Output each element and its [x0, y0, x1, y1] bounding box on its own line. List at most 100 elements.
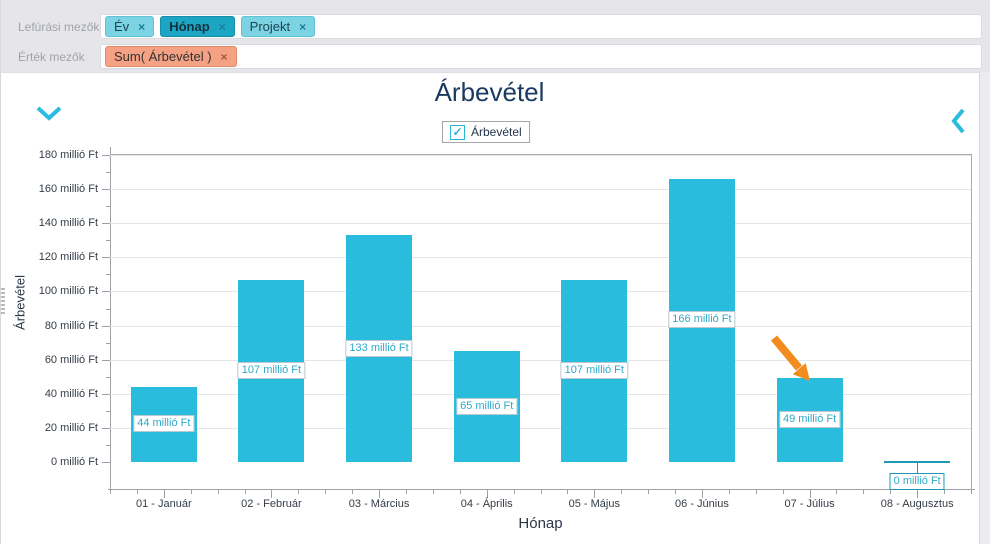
bar-value-label: 107 millió Ft: [237, 361, 306, 379]
x-axis-minor-tick: [836, 490, 838, 494]
bar-value-label: 65 millió Ft: [456, 397, 518, 415]
x-axis-minor-tick: [352, 490, 354, 494]
checkmark-icon: ✓: [452, 125, 463, 139]
x-axis-minor-tick: [648, 490, 650, 494]
y-axis-tick: [102, 393, 110, 395]
remove-icon[interactable]: ×: [299, 19, 307, 34]
gridline: [110, 427, 971, 429]
annotation-arrow-icon: [770, 335, 810, 381]
x-axis-tick: [809, 490, 811, 498]
chart-title: Árbevétel: [434, 77, 545, 107]
bar-value-label: 133 millió Ft: [345, 339, 413, 357]
y-axis-tick: [102, 359, 110, 361]
x-axis-title: Hónap: [518, 515, 563, 532]
zero-value-marker[interactable]: [884, 461, 951, 463]
x-axis-tick: [594, 490, 596, 498]
legend-item[interactable]: ✓ Árbevétel: [442, 121, 530, 143]
x-axis-minor-tick: [567, 490, 569, 494]
chip-label: Hónap: [169, 19, 210, 34]
collapse-chart-button[interactable]: [35, 105, 63, 125]
x-axis-category-label: 07 - Július: [784, 498, 835, 510]
drill-fields-field[interactable]: Év × Hónap × Projekt ×: [100, 14, 982, 39]
y-axis-tick-label: 0 millió Ft: [50, 456, 98, 468]
y-axis-tick: [102, 427, 110, 429]
gridline: [110, 359, 971, 361]
y-axis-minor-tick: [106, 274, 110, 276]
y-axis-minor-tick: [106, 240, 110, 242]
x-axis-minor-tick: [513, 490, 515, 494]
plot-border-top: [110, 154, 971, 155]
y-axis-minor-tick: [106, 342, 110, 344]
previous-chart-button[interactable]: [950, 107, 967, 138]
x-axis-minor-tick: [432, 490, 434, 494]
x-axis-minor-tick: [971, 490, 972, 494]
bar-value-label: 44 millió Ft: [133, 415, 195, 433]
y-axis-tick-label: 140 millió Ft: [38, 217, 98, 230]
y-axis-tick: [102, 155, 110, 156]
y-axis-tick-label: 20 millió Ft: [44, 421, 98, 434]
x-axis-minor-tick: [728, 490, 730, 494]
zero-value-stem: [917, 463, 919, 474]
x-axis-minor-tick: [190, 490, 192, 494]
y-axis-tick: [102, 325, 110, 327]
x-axis-line: [108, 489, 975, 490]
y-axis-tick: [102, 257, 110, 259]
chip-label: Év: [114, 19, 130, 34]
legend-checkbox[interactable]: ✓: [450, 124, 465, 140]
value-fields-label: Érték mezők: [18, 50, 85, 64]
x-axis-minor-tick: [459, 490, 461, 494]
drill-field-chip[interactable]: Projekt ×: [240, 16, 316, 37]
x-axis-minor-tick: [217, 490, 219, 494]
gridline: [110, 189, 971, 191]
gridline: [110, 291, 971, 293]
x-axis-category-label: 06 - Június: [675, 498, 729, 510]
y-axis-tick: [102, 223, 110, 225]
x-axis-category-label: 05 - Május: [568, 498, 620, 510]
x-axis-minor-tick: [298, 490, 300, 494]
x-axis-tick: [701, 490, 703, 498]
y-axis-tick: [102, 462, 110, 463]
y-axis-tick-label: 60 millió Ft: [44, 353, 98, 366]
right-gutter: [979, 72, 990, 544]
chevron-left-icon: [951, 108, 965, 134]
remove-icon[interactable]: ×: [218, 19, 226, 34]
value-fields-field[interactable]: Sum( Árbevétel ) ×: [100, 44, 982, 69]
drill-field-chip[interactable]: Év ×: [105, 16, 155, 37]
x-axis-minor-tick: [136, 490, 138, 494]
chart-panel: [0, 72, 979, 544]
value-field-chip[interactable]: Sum( Árbevétel ) ×: [105, 46, 237, 67]
drag-grip-icon[interactable]: [1, 288, 5, 316]
x-axis-tick: [379, 490, 381, 498]
bar-value-label: 0 millió Ft: [889, 473, 945, 490]
x-axis-minor-tick: [782, 490, 784, 494]
x-axis-minor-tick: [755, 490, 757, 494]
y-axis-tick-label: 160 millió Ft: [38, 183, 98, 196]
y-axis-tick: [102, 291, 110, 293]
drill-field-chip[interactable]: Hónap ×: [160, 16, 235, 37]
x-axis-tick: [917, 490, 919, 498]
y-axis-tick-label: 180 millió Ft: [38, 149, 98, 161]
x-axis-minor-tick: [675, 490, 677, 494]
y-axis-minor-tick: [106, 444, 110, 446]
x-axis-minor-tick: [244, 490, 246, 494]
y-axis-tick-label: 120 millió Ft: [38, 251, 98, 264]
y-axis-minor-tick: [106, 206, 110, 208]
y-axis-tick-label: 80 millió Ft: [44, 319, 98, 332]
drill-fields-label: Lefúrási mezők: [18, 20, 100, 34]
x-axis-minor-tick: [944, 490, 946, 494]
plot-border-right: [971, 154, 972, 489]
x-axis-category-label: 01 - Január: [135, 498, 192, 510]
chevron-down-icon: [36, 106, 62, 121]
x-axis-category-label: 02 - Február: [241, 498, 302, 510]
gridline: [110, 393, 971, 395]
gridline: [110, 223, 971, 225]
x-axis-minor-tick: [863, 490, 865, 494]
x-axis-category-label: 04 - Április: [460, 498, 513, 510]
y-axis-minor-tick: [106, 172, 110, 174]
gridline: [110, 257, 971, 259]
gridline: [110, 325, 971, 327]
y-axis-tick-label: 100 millió Ft: [38, 285, 98, 298]
remove-icon[interactable]: ×: [138, 19, 146, 34]
remove-icon[interactable]: ×: [220, 49, 228, 64]
y-axis-tick: [102, 189, 110, 191]
